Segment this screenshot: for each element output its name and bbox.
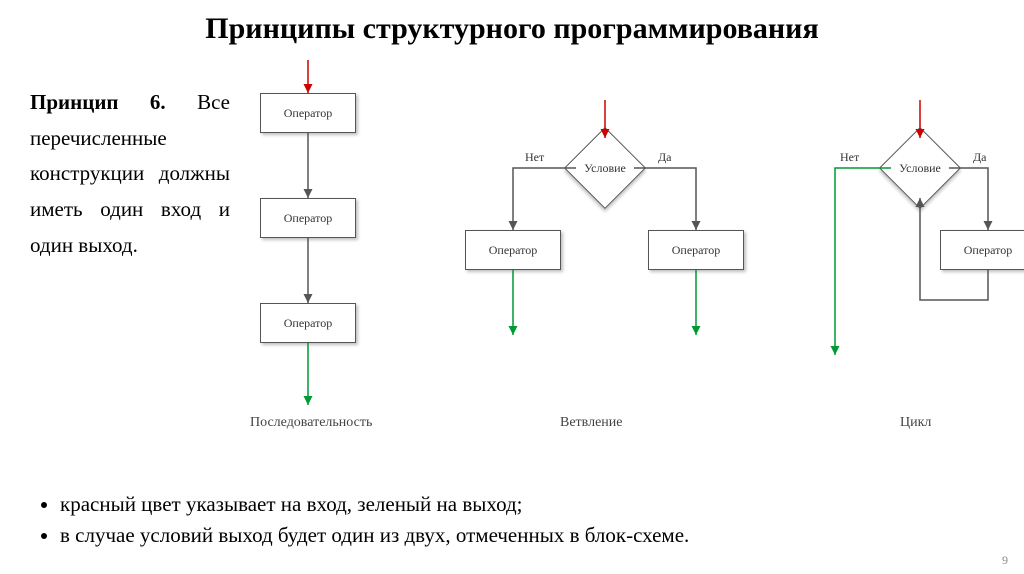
operator-box: Оператор [465,230,561,270]
edge-label: Да [658,150,672,165]
page-number: 9 [1002,553,1008,568]
principle-number: Принцип 6. [30,90,166,114]
operator-box: Оператор [940,230,1024,270]
operator-box: Оператор [648,230,744,270]
edge-label: Да [973,150,987,165]
bullet-item: красный цвет указывает на вход, зеленый … [60,490,990,519]
diagram-caption: Цикл [900,415,931,431]
bullet-item: в случае условий выход будет один из дву… [60,521,990,550]
principle-text: Принцип 6. Все перечисленные конструкции… [30,85,230,263]
operator-box: Оператор [260,198,356,238]
operator-box: Оператор [260,93,356,133]
principle-body: Все перечисленные конструкции должны име… [30,90,230,257]
diagram-caption: Ветвление [560,415,623,431]
page-title: Принципы структурного программирования [0,12,1024,46]
condition-diamond: Условие [891,139,949,197]
edge-label: Нет [525,150,544,165]
bullet-list: красный цвет указывает на вход, зеленый … [30,490,990,553]
condition-diamond: Условие [576,139,634,197]
operator-box: Оператор [260,303,356,343]
diagram-caption: Последовательность [250,415,372,431]
diagram-area: Оператор Оператор Оператор Последовательнос… [240,60,1010,445]
edge-label: Нет [840,150,859,165]
